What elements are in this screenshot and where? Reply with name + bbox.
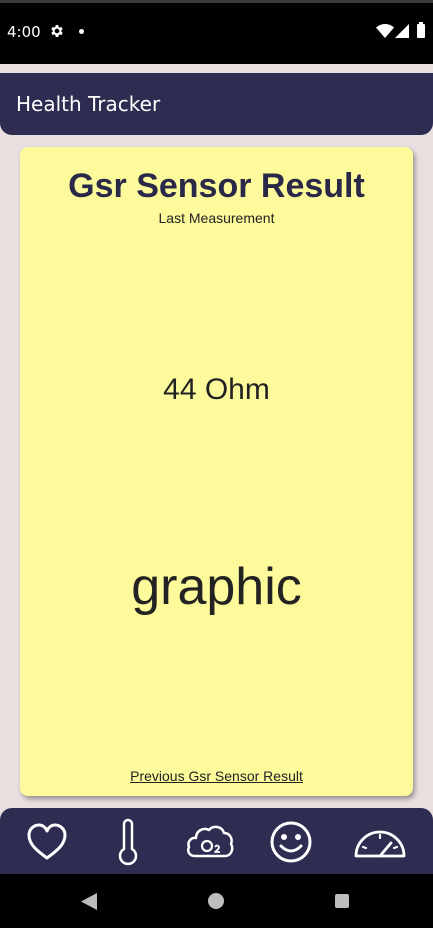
status-time: 4:00 [7,23,41,41]
speedometer-icon [354,830,406,858]
bottom-nav [0,808,433,874]
result-subtitle: Last Measurement [158,210,275,226]
recents-icon[interactable] [335,894,349,908]
previous-result-link[interactable]: Previous Gsr Sensor Result [130,768,303,784]
nav-item-temperature[interactable] [100,818,156,866]
graphic-placeholder: graphic [131,558,302,616]
heart-icon [27,823,67,860]
app-bar: Health Tracker [0,73,433,135]
nav-item-gsr[interactable] [350,818,410,866]
signal-icon [395,24,409,38]
result-card: Gsr Sensor Result Last Measurement 44 Oh… [20,147,413,796]
gear-icon [51,25,63,37]
home-icon[interactable] [208,893,224,909]
nav-item-mood[interactable] [263,818,319,866]
smiley-icon [270,821,312,863]
app-title: Health Tracker [16,92,161,116]
battery-icon [417,22,425,38]
thermometer-icon [118,818,138,866]
result-title: Gsr Sensor Result [68,167,365,205]
measurement-value: 44 Ohm [163,373,270,406]
status-bar: 4:00 [0,0,433,64]
status-bar-top-line [0,0,433,3]
nav-item-heart[interactable] [19,818,75,866]
wifi-icon [376,24,394,38]
back-icon[interactable] [81,893,97,910]
notification-dot-icon [79,29,84,34]
oxygen-cloud-icon [187,825,234,858]
nav-item-oxygen[interactable] [182,818,238,866]
